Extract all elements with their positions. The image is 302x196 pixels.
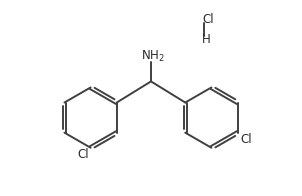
Text: NH$_2$: NH$_2$ (141, 49, 164, 64)
Text: Cl: Cl (202, 13, 214, 26)
Text: Cl: Cl (240, 133, 252, 146)
Text: H: H (202, 33, 211, 46)
Text: Cl: Cl (77, 148, 89, 161)
